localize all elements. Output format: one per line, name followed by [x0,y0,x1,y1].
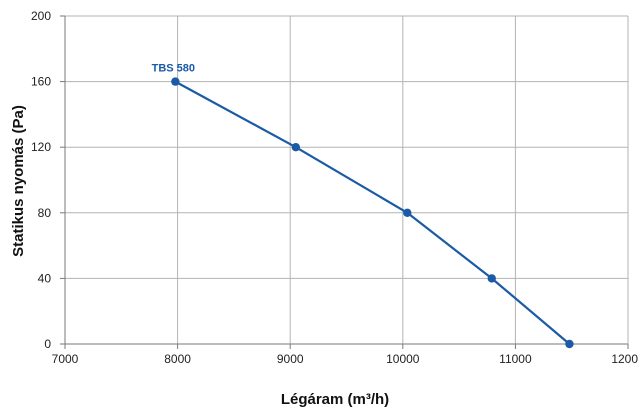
x-tick-label: 10000 [386,352,420,366]
data-point [565,339,574,349]
y-tick-label: 160 [31,75,51,89]
axes [60,15,629,349]
data-point [403,208,412,217]
series-layer: TBS 580 [152,63,574,349]
y-tick-label: 80 [38,206,52,220]
x-tick-label: 9000 [277,352,304,366]
grid [65,15,629,344]
y-tick-label: 120 [31,140,51,154]
data-point [487,274,496,283]
series-label: TBS 580 [152,63,195,75]
y-tick-label: 0 [44,337,51,351]
x-tick-label: 7000 [52,352,79,366]
y-tick-label: 200 [31,9,51,23]
y-axis-title: Statikus nyomás (Pa) [10,105,27,257]
data-point [171,77,180,86]
data-point [291,143,301,152]
y-tick-label: 40 [38,271,52,285]
x-tick-label: 11000 [499,352,532,366]
x-tick-label: 8000 [164,352,191,366]
x-axis-title: Légáram (m³/h) [281,391,389,408]
